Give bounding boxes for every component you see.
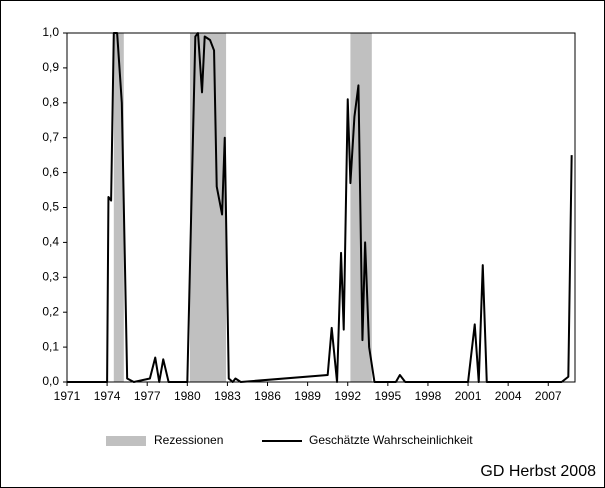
line <box>67 32 573 383</box>
y-tick-label: 0,9 <box>42 60 59 74</box>
y-tick-label: 0,5 <box>42 200 59 214</box>
legend-label: Geschätzte Wahrscheinlichkeit <box>309 433 473 447</box>
source: GD Herbst 2008 <box>480 463 596 480</box>
x-tick-label: 1986 <box>254 389 281 403</box>
y-tick-label: 0,2 <box>42 304 59 318</box>
x-tick-label: 1992 <box>334 389 361 403</box>
x-tick-label: 1977 <box>134 389 161 403</box>
y-tick-label: 0,8 <box>42 95 59 109</box>
y-tick-label: 0,6 <box>42 165 59 179</box>
x-tick-label: 1989 <box>294 389 321 403</box>
legend-label: Rezessionen <box>154 433 223 447</box>
x-tick-label: 1974 <box>94 389 121 403</box>
x-tick-label: 2007 <box>535 389 562 403</box>
y-tick-label: 1,0 <box>42 25 59 39</box>
y-tick-label: 0,3 <box>42 269 59 283</box>
x-tick-label: 1980 <box>174 389 201 403</box>
x-tick-label: 2004 <box>495 389 522 403</box>
x-tick-label: 2001 <box>455 389 482 403</box>
x-tick-label: 1983 <box>214 389 241 403</box>
x-tick-label: 1971 <box>54 389 81 403</box>
legend-swatch <box>106 436 146 446</box>
y-tick-label: 0,0 <box>42 374 59 388</box>
recession-band <box>113 33 124 382</box>
x-tick-label: 1995 <box>374 389 401 403</box>
y-tick-label: 0,1 <box>42 339 59 353</box>
y-tick-label: 0,4 <box>42 235 59 249</box>
x-tick-label: 1998 <box>415 389 442 403</box>
y-tick-label: 0,7 <box>42 130 59 144</box>
